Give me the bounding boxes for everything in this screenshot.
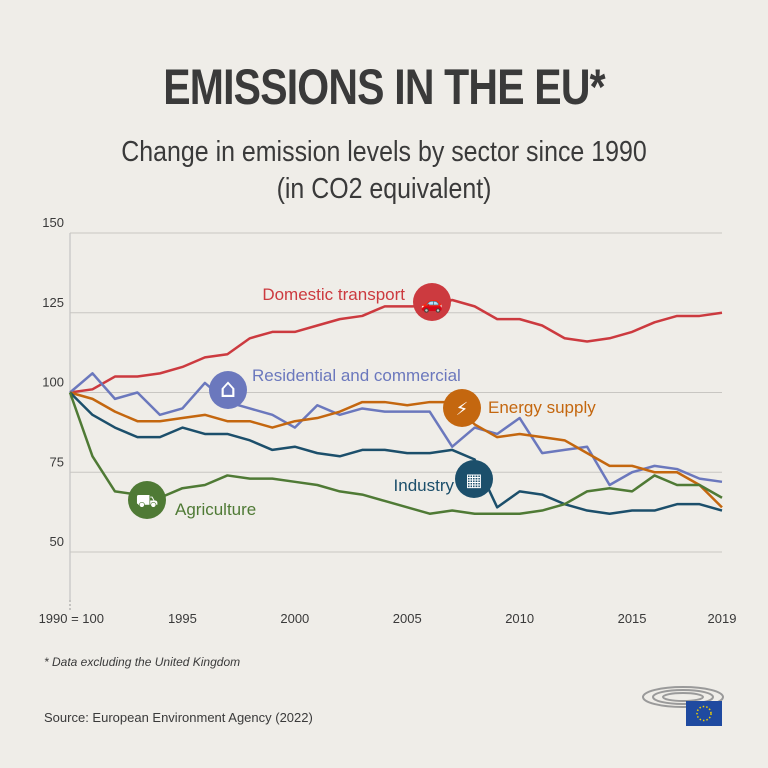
series-label: Industry bbox=[394, 476, 455, 495]
tractor-icon-badge bbox=[128, 481, 166, 519]
series-line-agriculture bbox=[68, 392, 723, 515]
lightning-icon-badge bbox=[443, 389, 481, 427]
y-tick-label: 75 bbox=[50, 454, 64, 469]
x-tick-label: 2005 bbox=[393, 611, 422, 626]
series-line-industry bbox=[69, 391, 723, 515]
series-label: Agriculture bbox=[175, 500, 256, 519]
y-tick-label: 50 bbox=[50, 534, 64, 549]
factory-icon: ▦ bbox=[465, 470, 482, 491]
series-line-energy-supply bbox=[69, 391, 723, 509]
lightning-icon: ⚡ bbox=[456, 399, 469, 420]
house-icon: ⌂ bbox=[220, 374, 237, 404]
x-tick-label: 2019 bbox=[708, 611, 737, 626]
x-tick-label: 2010 bbox=[505, 611, 534, 626]
car-icon: 🚗 bbox=[421, 293, 443, 314]
series-line-residential-and-commercial bbox=[69, 372, 723, 487]
page-title: EMISSIONS IN THE EU* bbox=[163, 59, 605, 115]
factory-icon-badge bbox=[455, 460, 493, 498]
x-tick-label: 1995 bbox=[168, 611, 197, 626]
series-label: Energy supply bbox=[488, 398, 596, 417]
subtitle-line-1: Change in emission levels by sector sinc… bbox=[121, 136, 647, 168]
footnote: * Data excluding the United Kingdom bbox=[44, 655, 241, 669]
series-line-domestic-transport bbox=[69, 298, 723, 394]
y-tick-label: 100 bbox=[42, 375, 64, 390]
tractor-icon: ⛟ bbox=[136, 491, 159, 512]
house-icon-badge bbox=[209, 371, 247, 409]
car-icon-badge bbox=[413, 283, 451, 321]
subtitle-line-2: (in CO2 equivalent) bbox=[276, 173, 492, 205]
y-tick-label: 150 bbox=[42, 215, 64, 230]
x-tick-label: 2000 bbox=[280, 611, 309, 626]
x-tick-label: 1990 = 100 bbox=[39, 611, 104, 626]
y-tick-label: 125 bbox=[42, 295, 64, 310]
series-label: Residential and commercial bbox=[252, 366, 461, 385]
x-tick-label: 2015 bbox=[618, 611, 647, 626]
series-label: Domestic transport bbox=[262, 285, 405, 304]
source: Source: European Environment Agency (202… bbox=[44, 710, 313, 725]
